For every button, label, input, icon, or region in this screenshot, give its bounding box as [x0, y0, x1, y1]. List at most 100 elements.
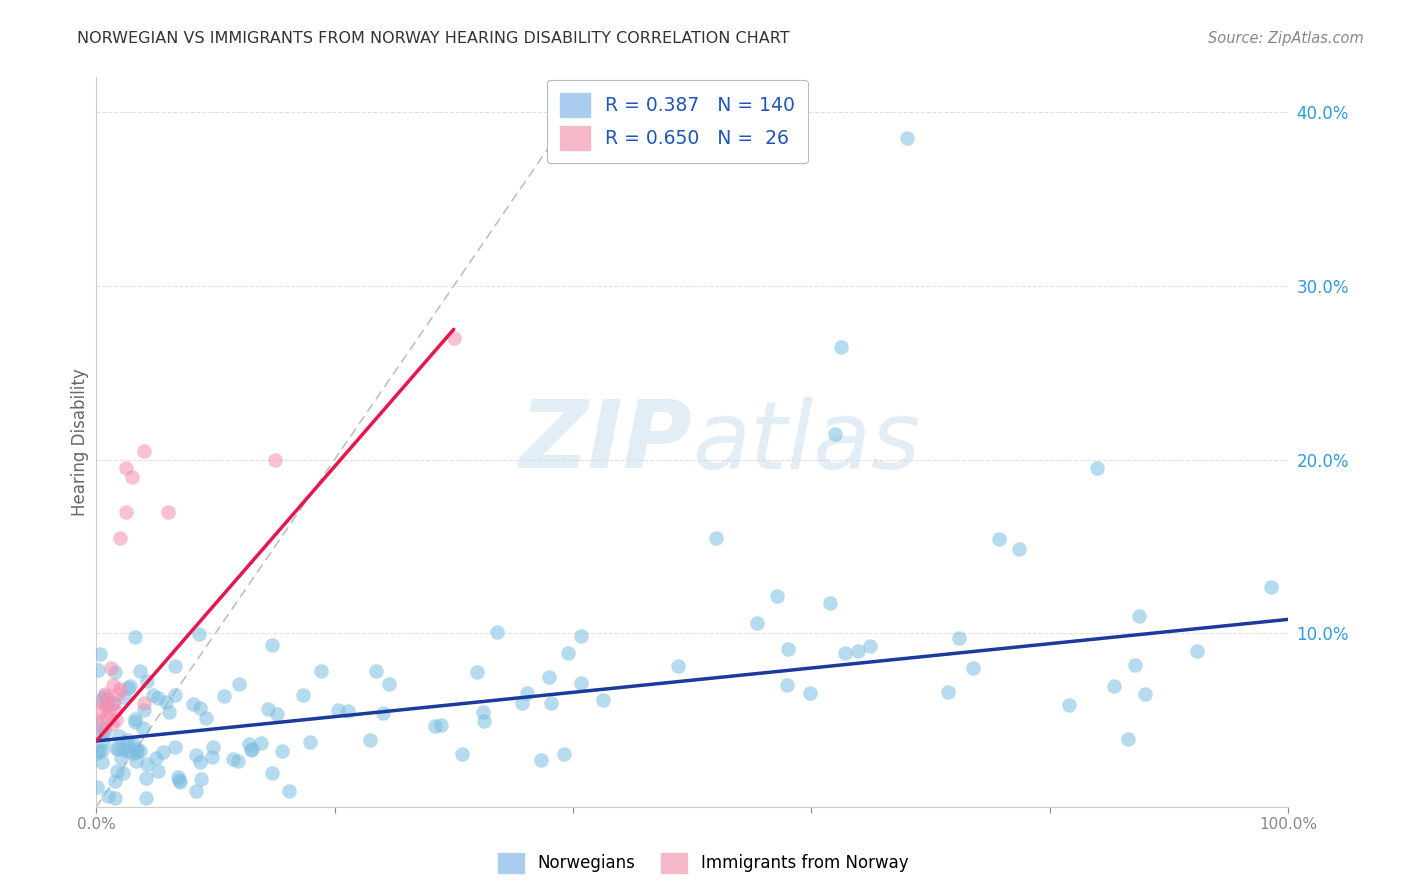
Point [1008, 542, 1031, 557]
Point [163, 659, 186, 673]
Point [89, 744, 111, 758]
Point [104, 705, 127, 719]
Point [122, 746, 145, 760]
Point [747, 616, 769, 631]
Point [834, 646, 856, 660]
Point [222, 752, 245, 766]
Point [134, 703, 156, 717]
Point [86, 780, 108, 795]
Point [226, 754, 249, 768]
Point [107, 729, 129, 743]
Point [90, 727, 112, 741]
Point [117, 681, 139, 695]
Point [117, 739, 139, 754]
Point [94, 699, 117, 714]
Point [201, 750, 224, 764]
Point [540, 696, 562, 710]
Point [105, 713, 128, 727]
Point [127, 745, 149, 759]
Point [135, 771, 157, 785]
Point [103, 696, 125, 710]
Point [472, 705, 495, 719]
Point [86, 746, 108, 760]
Point [115, 505, 138, 519]
Point [96, 698, 118, 712]
Point [121, 470, 143, 484]
Point [846, 644, 869, 658]
Point [96, 709, 118, 723]
Point [187, 627, 209, 641]
Point [163, 740, 186, 755]
Point [474, 714, 496, 728]
Point [425, 719, 447, 733]
Point [818, 596, 841, 610]
Point [135, 791, 157, 805]
Point [571, 629, 593, 643]
Point [94, 724, 117, 739]
Point [249, 735, 271, 749]
Point [89, 705, 111, 719]
Point [1260, 580, 1282, 594]
Point [704, 531, 727, 545]
Point [824, 426, 846, 441]
Point [169, 774, 191, 789]
Point [124, 715, 146, 730]
Point [117, 744, 139, 758]
Point [188, 700, 211, 714]
Point [377, 677, 399, 691]
Point [371, 706, 394, 720]
Point [101, 678, 124, 692]
Text: Source: ZipAtlas.com: Source: ZipAtlas.com [1208, 31, 1364, 46]
Point [105, 741, 128, 756]
Point [103, 697, 125, 711]
Text: ZIP: ZIP [519, 396, 692, 488]
Point [93, 689, 115, 703]
Point [240, 742, 263, 756]
Point [266, 706, 288, 721]
Point [858, 640, 880, 654]
Point [228, 677, 250, 691]
Legend: R = 0.387   N = 140, R = 0.650   N =  26: R = 0.387 N = 140, R = 0.650 N = 26 [547, 79, 807, 163]
Point [91, 735, 114, 749]
Point [188, 755, 211, 769]
Point [512, 696, 534, 710]
Point [938, 684, 960, 698]
Point [778, 642, 800, 657]
Point [238, 737, 260, 751]
Text: NORWEGIAN VS IMMIGRANTS FROM NORWAY HEARING DISABILITY CORRELATION CHART: NORWEGIAN VS IMMIGRANTS FROM NORWAY HEAR… [77, 31, 790, 46]
Point [766, 589, 789, 603]
Text: atlas: atlas [692, 397, 921, 488]
Point [776, 678, 799, 692]
Point [184, 784, 207, 798]
Point [195, 711, 218, 725]
Point [430, 717, 453, 731]
Point [90, 755, 112, 769]
Point [118, 679, 141, 693]
Point [96, 696, 118, 710]
Point [93, 722, 115, 736]
Point [156, 505, 179, 519]
Point [125, 754, 148, 768]
Point [1185, 644, 1208, 658]
Point [115, 461, 138, 475]
Point [1128, 608, 1150, 623]
Point [277, 784, 299, 798]
Point [962, 661, 984, 675]
Point [256, 702, 278, 716]
Point [166, 770, 188, 784]
Point [132, 721, 155, 735]
Point [1133, 687, 1156, 701]
Point [987, 532, 1010, 546]
Point [91, 696, 114, 710]
Point [155, 695, 177, 709]
Point [90, 713, 112, 727]
Point [89, 648, 111, 662]
Point [136, 756, 159, 771]
Point [132, 443, 155, 458]
Point [830, 340, 852, 354]
Point [799, 686, 821, 700]
Point [1085, 461, 1108, 475]
Point [146, 764, 169, 779]
Point [107, 741, 129, 756]
Point [202, 739, 225, 754]
